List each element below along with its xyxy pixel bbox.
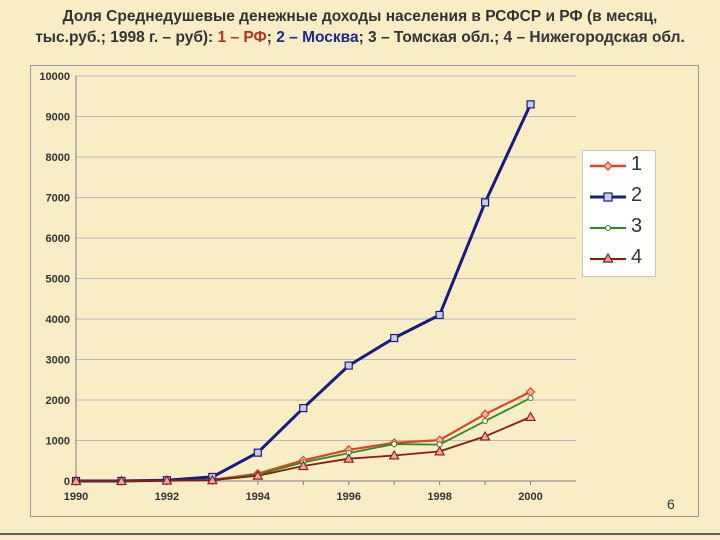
x-tick-label-2000: 2000 xyxy=(518,491,542,503)
data-point-s4-2000 xyxy=(525,411,536,422)
series-line-2 xyxy=(76,103,532,483)
legend-label-4: 4 xyxy=(631,246,643,268)
legend-item-1: 1 xyxy=(583,151,655,181)
data-point-s2-1999 xyxy=(480,198,490,207)
data-point-s4-1993 xyxy=(206,474,218,485)
x-tick-label-1992: 1992 xyxy=(155,491,179,503)
data-point-s2-1995 xyxy=(299,404,308,413)
y-tick-label-10000: 10000 xyxy=(39,71,70,83)
chart-legend: 1 2 3 4 xyxy=(582,150,656,277)
y-tick-label-2000: 2000 xyxy=(46,395,70,407)
slide-title: Доля Среднедушевые денежные доходы насел… xyxy=(8,6,712,48)
y-tick-label-8000: 8000 xyxy=(46,152,70,164)
data-point-s4-1996 xyxy=(343,453,355,463)
title-line-1: Доля Среднедушевые денежные доходы насел… xyxy=(62,8,658,25)
title-prefix: тыс.руб.; 1998 г. – руб): xyxy=(35,29,218,46)
data-point-s4-1991 xyxy=(116,475,127,486)
legend-swatch-1 xyxy=(590,161,626,171)
title-line-2: тыс.руб.; 1998 г. – руб): 1 – РФ; 2 – Мо… xyxy=(8,27,712,48)
y-tick-label-6000: 6000 xyxy=(46,233,70,245)
data-point-s4-1990 xyxy=(70,475,82,486)
legend-swatch-2 xyxy=(590,192,626,202)
title-sep-2: ; xyxy=(358,29,369,46)
title-moscow: 2 – Москва xyxy=(276,29,359,46)
line-chart: 0 1000 2000 3000 4000 5000 6000 7000 8000 9000 100… xyxy=(39,71,576,503)
data-point-s3-2000 xyxy=(527,394,534,401)
data-point-s4-1992 xyxy=(161,474,173,485)
x-tick-label-1990: 1990 xyxy=(64,491,88,503)
data-point-s4-1998 xyxy=(434,445,446,456)
data-point-s4-1997 xyxy=(388,449,400,460)
legend-swatch-4 xyxy=(590,252,626,263)
y-tick-label-0: 0 xyxy=(64,476,70,488)
legend-label-1: 1 xyxy=(631,153,643,175)
y-tick-label-7000: 7000 xyxy=(46,193,70,205)
y-tick-label-5000: 5000 xyxy=(46,274,70,286)
y-tick-label-4000: 4000 xyxy=(46,314,70,326)
data-point-s1-2000 xyxy=(525,387,536,397)
data-point-s4-1994 xyxy=(252,470,264,480)
title-sep-1: ; xyxy=(266,29,277,46)
y-tick-label-9000: 9000 xyxy=(46,112,70,124)
title-nizhny: 4 – Нижегородская обл. xyxy=(503,29,685,46)
data-point-s2-1994 xyxy=(253,448,262,457)
page-number: 6 xyxy=(667,496,675,512)
data-point-s3-1997 xyxy=(391,441,398,448)
x-tick-label-1994: 1994 xyxy=(246,491,271,503)
legend-label-2: 2 xyxy=(631,184,643,206)
data-point-s2-1996 xyxy=(344,361,353,370)
bottom-divider xyxy=(0,533,720,535)
legend-item-4: 4 xyxy=(583,244,655,274)
y-tick-label-1000: 1000 xyxy=(46,436,70,448)
legend-label-3: 3 xyxy=(631,215,643,237)
data-point-s4-1995 xyxy=(297,460,309,471)
legend-item-3: 3 xyxy=(583,213,655,243)
x-tick-label-1996: 1996 xyxy=(336,491,360,503)
data-point-s3-1999 xyxy=(482,418,489,425)
chart-frame: 0 1000 2000 3000 4000 5000 6000 7000 8000 9000 100… xyxy=(30,65,699,517)
title-sep-3: ; xyxy=(494,29,504,46)
x-tick-label-1998: 1998 xyxy=(427,491,451,503)
data-point-s2-1997 xyxy=(390,333,399,343)
data-point-s2-2000 xyxy=(526,100,535,109)
title-rf: 1 – РФ xyxy=(217,29,267,46)
data-point-s2-1998 xyxy=(435,310,444,320)
legend-item-2: 2 xyxy=(583,182,655,212)
legend-swatch-3 xyxy=(590,225,626,231)
title-tomsk: 3 – Томская обл. xyxy=(368,29,495,46)
y-tick-label-3000: 3000 xyxy=(46,355,70,367)
data-point-s4-1999 xyxy=(479,430,491,441)
